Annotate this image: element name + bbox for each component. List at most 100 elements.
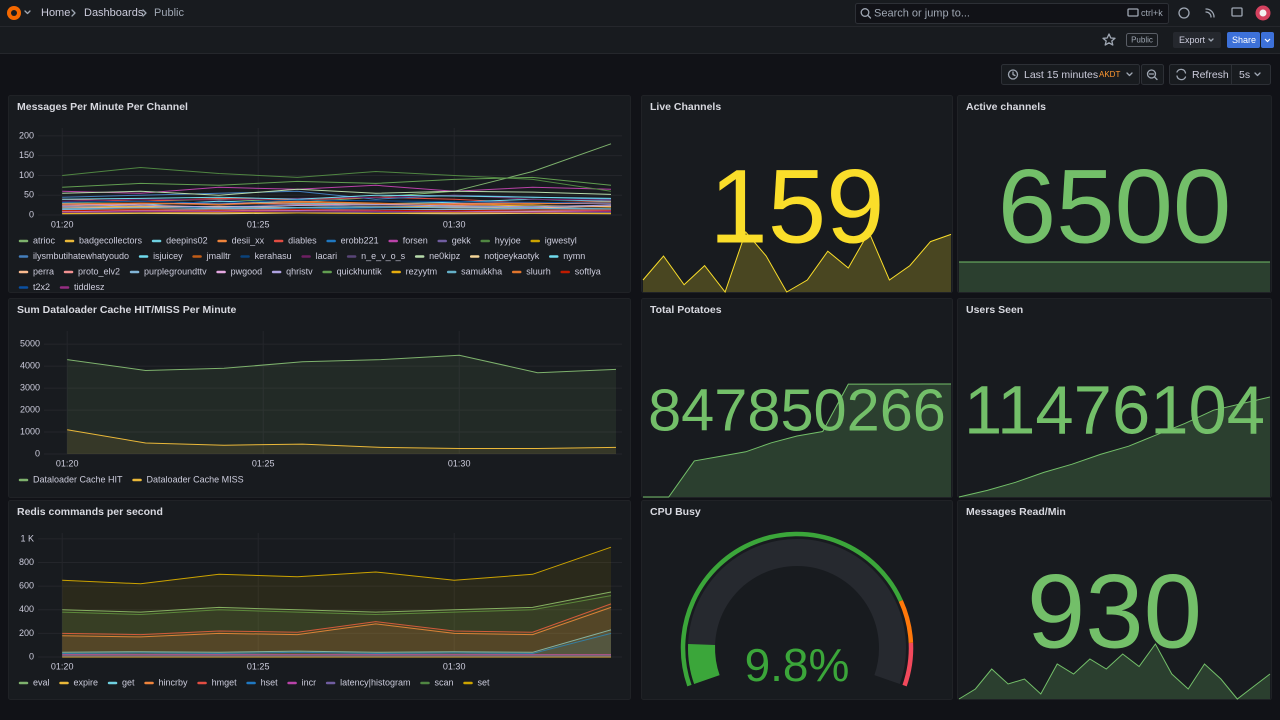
dock-icon[interactable] — [1231, 7, 1243, 17]
news-icon[interactable] — [1205, 8, 1215, 18]
legend-item[interactable]: quickhuntik — [322, 266, 383, 276]
zoom-icon — [1153, 76, 1158, 81]
legend-item[interactable]: notjoeykaotyk — [469, 251, 540, 261]
legend-item[interactable]: set — [463, 677, 491, 687]
legend-item[interactable]: erobb221 — [326, 235, 379, 245]
legend-item[interactable]: purplegroundttv — [129, 266, 207, 276]
legend-item[interactable]: Dataloader Cache MISS — [132, 474, 244, 484]
legend-item[interactable]: gekk — [437, 235, 472, 245]
series-line — [62, 595, 612, 616]
zoom-icon — [1146, 69, 1157, 79]
series-line — [62, 206, 612, 210]
legend-item[interactable]: hset — [246, 677, 279, 687]
legend-label: nymn — [563, 251, 585, 261]
panel-background — [8, 500, 631, 700]
legend-item[interactable]: hmget — [197, 677, 238, 687]
legend-item[interactable]: tiddlesz — [59, 282, 105, 292]
share-button[interactable] — [1227, 32, 1260, 48]
y-tick-label: 0 — [29, 209, 34, 219]
legend-item[interactable]: get — [107, 677, 135, 687]
time-picker-chevron — [1126, 72, 1133, 77]
legend-label: forsen — [403, 235, 428, 245]
legend-label: get — [122, 677, 135, 687]
legend-label: eval — [33, 677, 50, 687]
share-menu-button[interactable] — [1261, 32, 1274, 48]
panel: Live Channels 159 — [641, 95, 953, 293]
legend-item[interactable]: expire — [59, 677, 99, 687]
search-field[interactable] — [855, 3, 1169, 24]
x-tick-label: 01:30 — [443, 661, 466, 671]
panel-title: Sum Dataloader Cache HIT/MISS Per Minute — [17, 304, 237, 316]
legend-item[interactable]: nymn — [549, 251, 585, 261]
legend-item[interactable]: proto_elv2 — [63, 266, 120, 276]
legend-label: deepins02 — [166, 235, 208, 245]
series-fill — [62, 603, 611, 657]
legend-item[interactable]: n_e_v_o_s — [346, 251, 406, 261]
refresh-label[interactable]: Refresh — [1192, 69, 1229, 81]
legend-item[interactable]: hincrby — [144, 677, 189, 687]
legend-item[interactable]: badgecollectors — [64, 235, 143, 245]
legend-label: Dataloader Cache MISS — [147, 474, 244, 484]
sparkline-fill — [959, 397, 1270, 497]
series-line — [62, 629, 612, 653]
share-chevron — [1264, 38, 1271, 43]
search-icon — [867, 14, 872, 19]
help-icon[interactable] — [1178, 7, 1190, 19]
legend-item[interactable]: diables — [273, 235, 317, 245]
export-label: Export — [1179, 35, 1206, 45]
panel: CPU Busy 9.8% — [641, 500, 953, 700]
legend-label: hmget — [212, 677, 238, 687]
public-badge-label: Public — [1131, 36, 1153, 45]
legend-item[interactable]: Dataloader Cache HIT — [18, 474, 123, 484]
legend-item[interactable]: igwestyl — [530, 235, 577, 245]
legend-item[interactable]: t2x2 — [18, 282, 50, 292]
legend-item[interactable]: sluurh — [511, 266, 551, 276]
export-button[interactable] — [1173, 32, 1221, 48]
series-line — [62, 606, 612, 638]
star-icon[interactable] — [1102, 33, 1116, 46]
legend-item[interactable]: isjuicey — [138, 251, 183, 261]
time-picker[interactable] — [1001, 64, 1140, 85]
refresh-picker[interactable] — [1169, 64, 1271, 85]
legend-label: expire — [74, 677, 99, 687]
legend-item[interactable]: softlya — [560, 266, 601, 276]
legend-item[interactable]: deepins02 — [151, 235, 208, 245]
legend-item[interactable]: incr — [287, 677, 317, 687]
series-line — [62, 199, 612, 204]
legend-item[interactable]: atrioc — [18, 235, 56, 245]
refresh-interval[interactable]: 5s — [1239, 69, 1250, 81]
legend-item[interactable]: lacari — [301, 251, 338, 261]
series-fill — [62, 592, 611, 657]
breadcrumb[interactable]: Dashboards — [84, 7, 144, 19]
panel-title: Active channels — [966, 101, 1046, 113]
sparkline-fill — [959, 262, 1270, 292]
legend-item[interactable]: hyyjoe — [480, 235, 521, 245]
legend-item[interactable]: ilysmbutihatewhatyoudo — [18, 251, 129, 261]
x-tick-label: 01:25 — [252, 458, 275, 468]
breadcrumb[interactable]: Home — [41, 7, 70, 19]
legend-item[interactable]: latency|histogram — [325, 677, 410, 687]
legend-item[interactable]: ne0kipz — [414, 251, 461, 261]
y-tick-label: 200 — [19, 130, 34, 140]
stat-value: 11476104 — [964, 372, 1265, 449]
grafana-logo[interactable] — [7, 6, 31, 20]
legend-item[interactable]: perra — [18, 266, 54, 276]
legend-label: latency|histogram — [340, 677, 410, 687]
legend-item[interactable]: jmalltr — [192, 251, 231, 261]
legend-item[interactable]: scan — [420, 677, 454, 687]
legend-item[interactable]: qhristv — [271, 266, 313, 276]
panel-title: Users Seen — [966, 304, 1023, 316]
legend-item[interactable]: samukkha — [446, 266, 502, 276]
legend-item[interactable]: forsen — [388, 235, 428, 245]
search-icon — [860, 8, 870, 17]
legend-item[interactable]: eval — [18, 677, 50, 687]
legend-label: Dataloader Cache HIT — [33, 474, 123, 484]
legend-item[interactable]: rezyytm — [391, 266, 438, 276]
legend-item[interactable]: desii_xx — [217, 235, 265, 245]
legend-item[interactable]: kerahasu — [240, 251, 292, 261]
search-box[interactable]: Search or jump to... ctrl+k — [855, 3, 1169, 24]
legend-item[interactable]: pwgood — [216, 266, 263, 276]
gauge-track — [688, 539, 906, 684]
avatar-pattern — [1259, 9, 1267, 17]
